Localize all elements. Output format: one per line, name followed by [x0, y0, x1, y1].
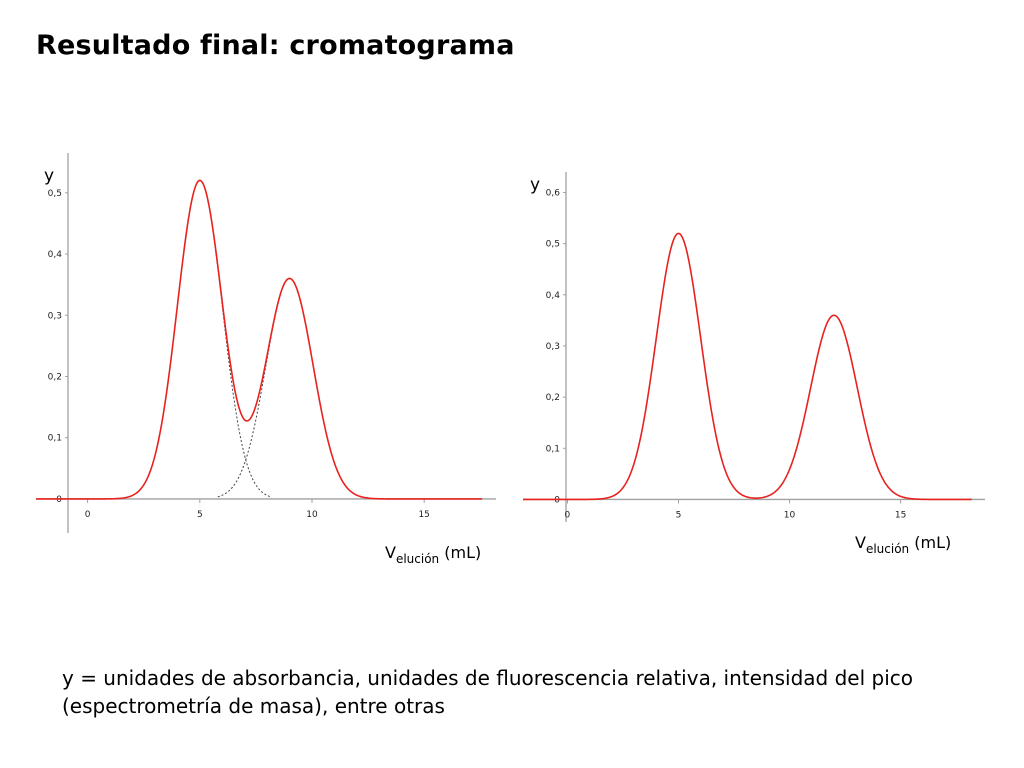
y-tick-label: 0,3 — [48, 311, 62, 321]
x-tick-label: 5 — [197, 510, 203, 520]
y-tick-label: 0,4 — [546, 291, 561, 301]
y-tick-label: 0,5 — [546, 240, 560, 250]
y-tick-label: 0,4 — [48, 250, 63, 260]
y-tick-label: 0,2 — [546, 393, 560, 403]
x-axis-label: Velución (mL) — [855, 533, 951, 556]
chromatogram-curve — [36, 179, 483, 500]
y-tick-label: 0,2 — [48, 372, 62, 382]
x-tick-label: 0 — [85, 510, 91, 520]
y-tick-label: 0,1 — [48, 434, 62, 444]
y-axis-caption: y = unidades de absorbancia, unidades de… — [62, 666, 913, 718]
x-axis-label: Velución (mL) — [385, 543, 481, 566]
y-tick-label: 0 — [554, 495, 560, 505]
y-tick-label: 0,1 — [546, 444, 560, 454]
y-axis-label: y — [530, 175, 540, 195]
x-tick-label: 10 — [306, 510, 318, 520]
x-tick-label: 0 — [565, 510, 571, 520]
x-tick-label: 15 — [418, 510, 429, 520]
x-tick-label: 5 — [676, 510, 682, 520]
chromatogram-curve — [523, 232, 972, 501]
y-axis-label: y — [44, 166, 54, 186]
x-tick-label: 15 — [895, 510, 906, 520]
y-tick-label: 0,3 — [546, 342, 560, 352]
y-tick-label: 0,5 — [48, 189, 62, 199]
x-tick-label: 10 — [784, 510, 796, 520]
y-tick-label: 0 — [56, 495, 62, 505]
slide-title: Resultado final: cromatograma — [36, 30, 515, 61]
y-tick-label: 0,6 — [546, 188, 561, 198]
